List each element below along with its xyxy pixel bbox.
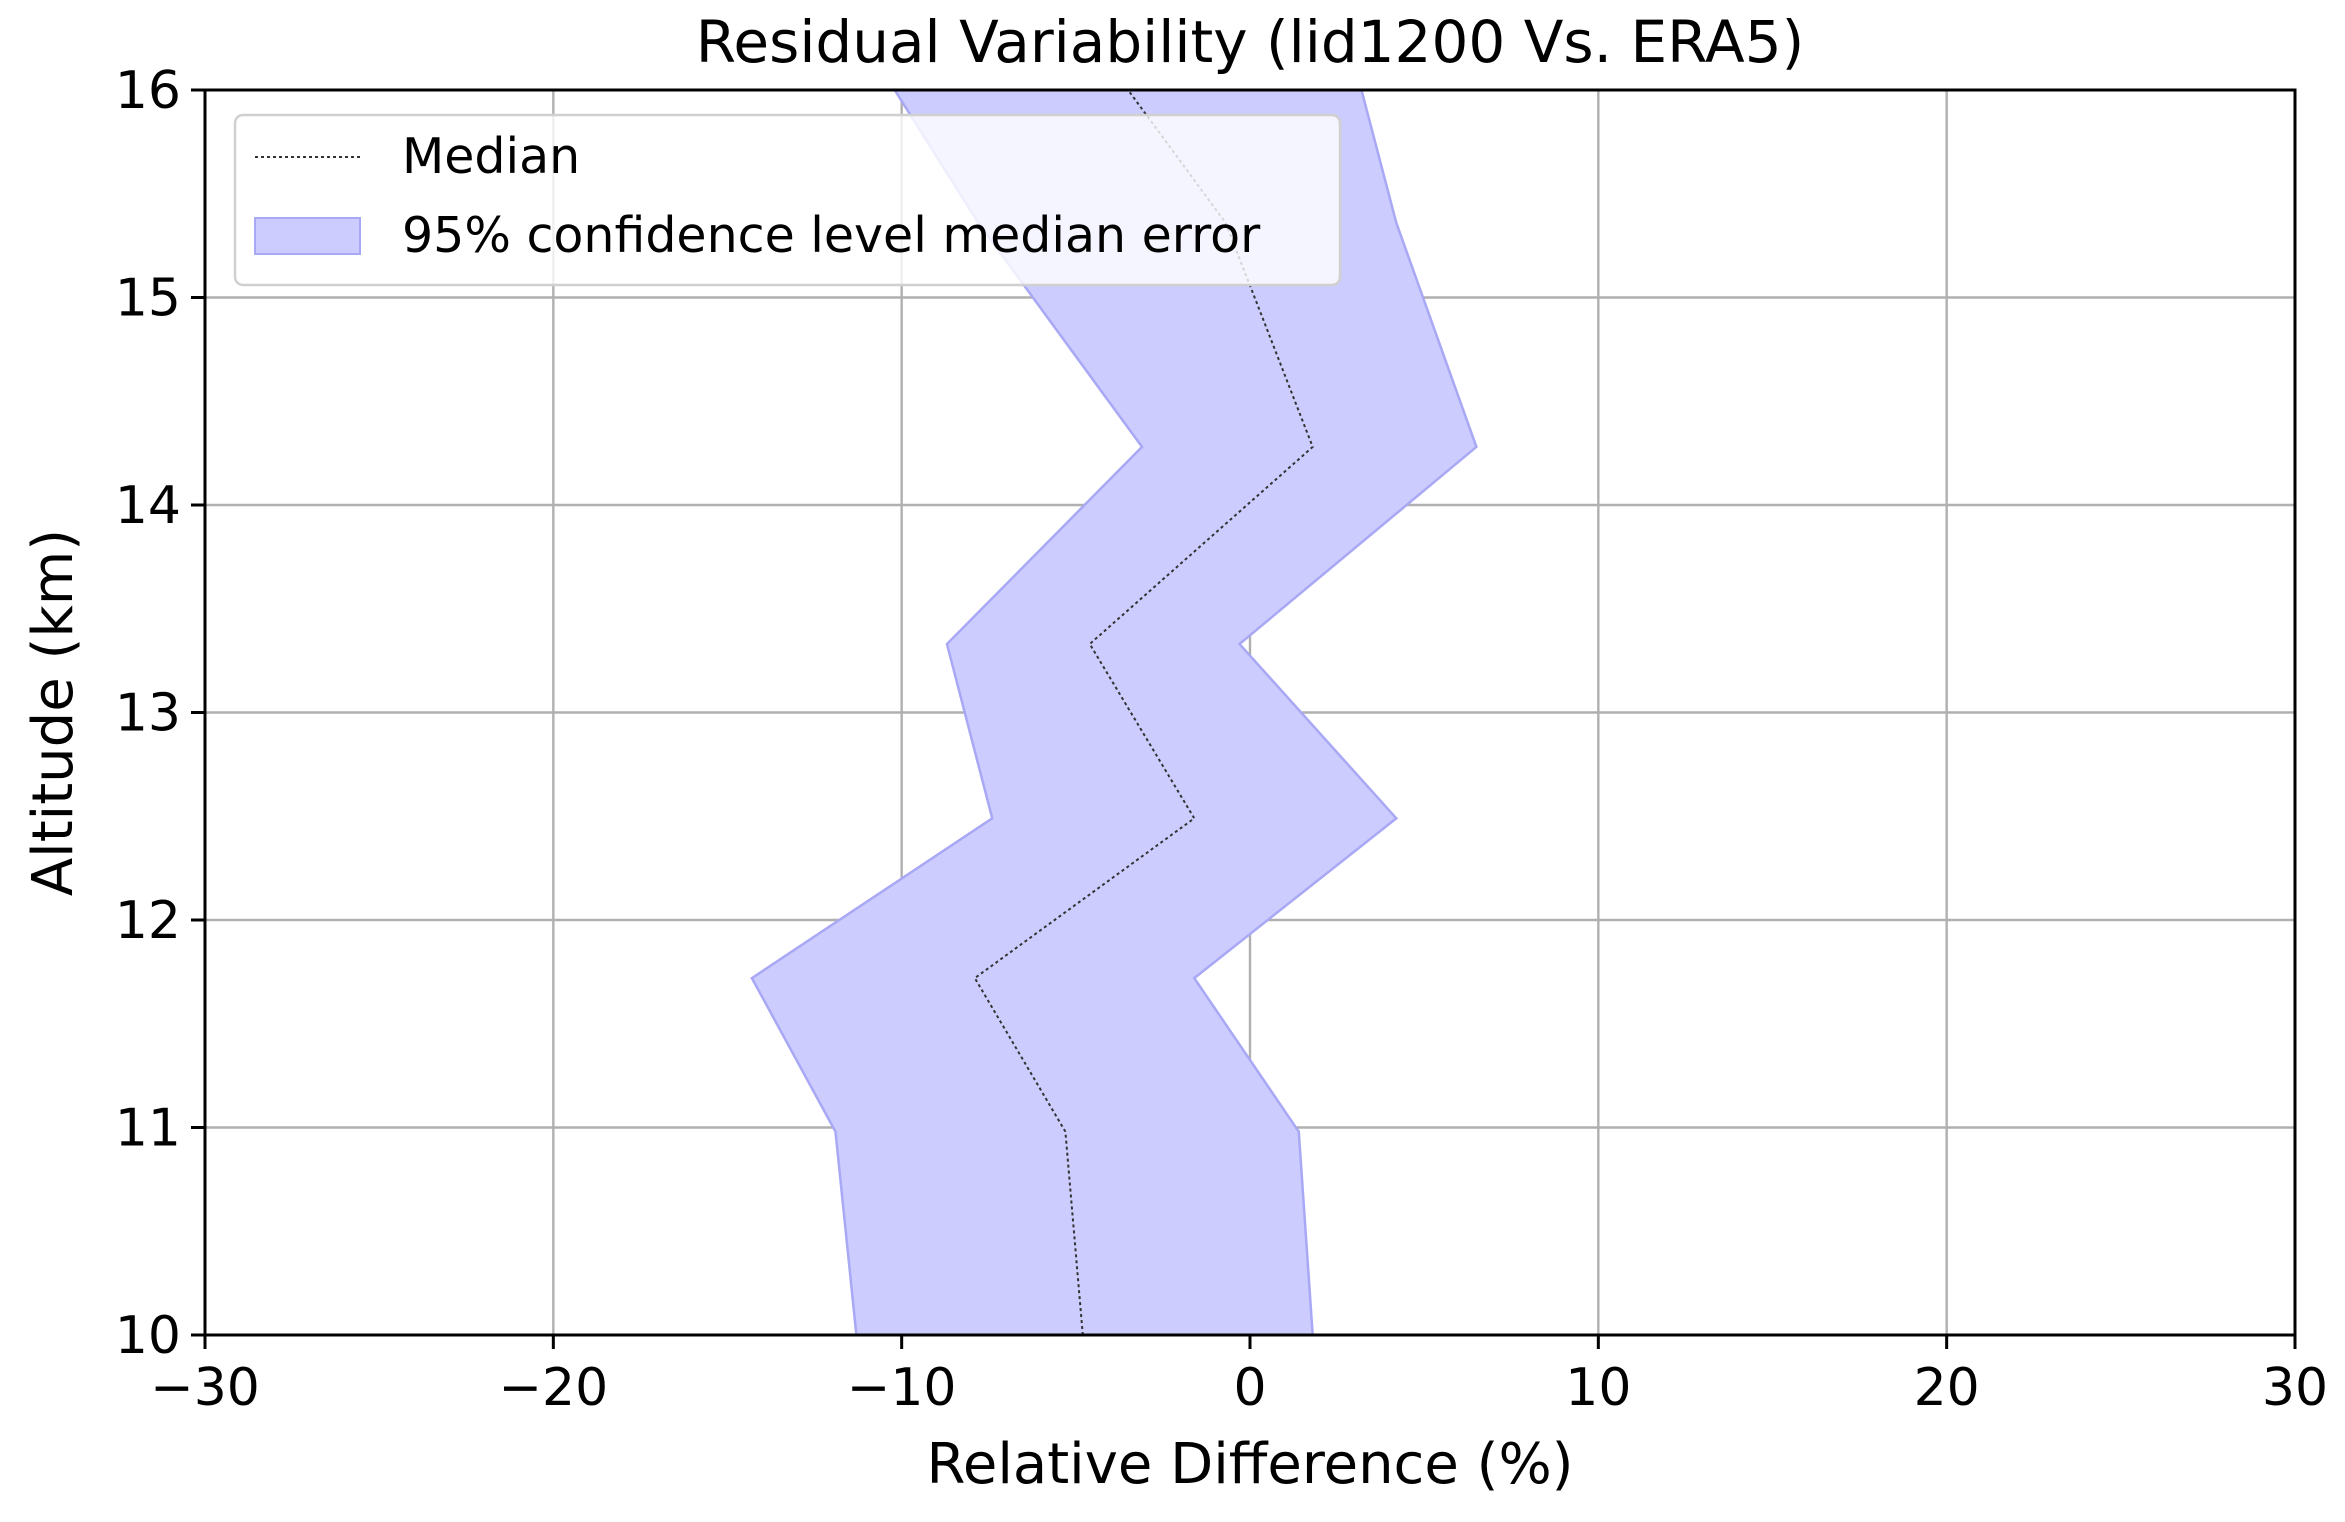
x-tick-label: 0 bbox=[1233, 1358, 1266, 1418]
x-tick-label: 10 bbox=[1565, 1358, 1631, 1418]
legend-median-label: Median bbox=[402, 128, 580, 185]
y-tick-label: 16 bbox=[115, 61, 181, 121]
x-tick-label: 20 bbox=[1914, 1358, 1980, 1418]
legend: Median 95% confidence level median error bbox=[233, 113, 1342, 287]
y-tick-label: 14 bbox=[115, 476, 181, 536]
legend-band-label: 95% confidence level median error bbox=[402, 207, 1261, 264]
x-tick-label: −30 bbox=[150, 1358, 260, 1418]
y-axis-title: Altitude (km) bbox=[21, 529, 86, 896]
tick-layer: −30 −20 −10 0 10 20 30 10 11 12 13 14 15 16 bbox=[115, 61, 2328, 1418]
x-tick-label: 30 bbox=[2262, 1358, 2328, 1418]
x-axis-title: Relative Difference (%) bbox=[926, 1432, 1573, 1497]
x-tick-label: −10 bbox=[847, 1358, 957, 1418]
y-tick-label: 10 bbox=[115, 1306, 181, 1366]
y-tick-label: 11 bbox=[115, 1099, 181, 1159]
y-tick-label: 13 bbox=[115, 684, 181, 744]
chart-title: Residual Variability (lid1200 Vs. ERA5) bbox=[696, 8, 1805, 76]
y-tick-label: 12 bbox=[115, 891, 181, 951]
y-tick-label: 15 bbox=[115, 269, 181, 329]
x-tick-label: −20 bbox=[498, 1358, 608, 1418]
legend-box bbox=[233, 113, 1342, 287]
legend-band-swatch bbox=[254, 217, 361, 255]
